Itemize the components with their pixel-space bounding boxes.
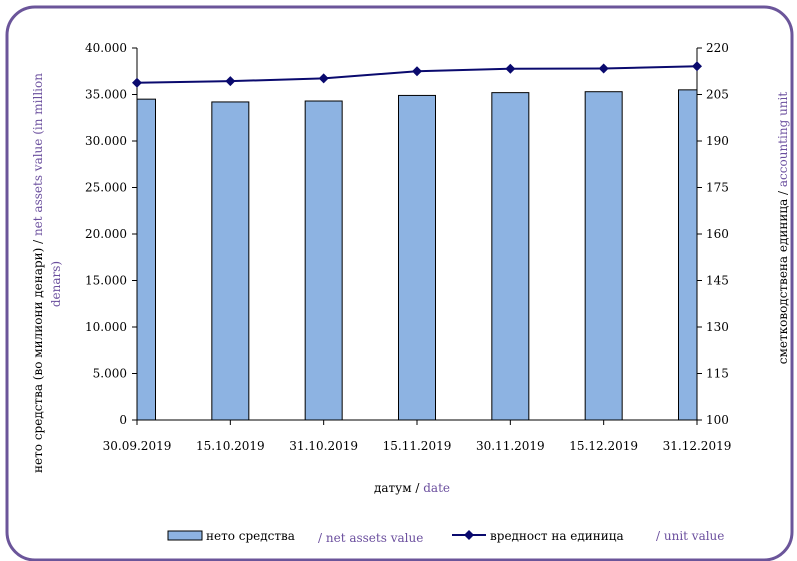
right-axis-title-en: accounting unit: [776, 92, 790, 187]
unit-value-point: [505, 63, 516, 74]
right-tick-label: 115: [706, 367, 729, 381]
x-tick-label: 31.10.2019: [289, 439, 358, 453]
x-tick-label: 15.10.2019: [196, 439, 265, 453]
left-axis-title-en-1: net assets value (in million: [31, 73, 45, 236]
right-tick-label: 100: [706, 413, 729, 427]
unit-value-point: [692, 61, 702, 72]
axes-group: [132, 47, 702, 425]
legend-bar-label-en: / net assets value: [318, 531, 423, 545]
left-axis-title-en-2: denars): [49, 261, 63, 307]
right-tick-label: 190: [706, 134, 729, 148]
right-tick-labels: 100 115 130 145 160 175 190 205 220: [706, 41, 729, 427]
x-tick-label: 31.12.2019: [663, 439, 732, 453]
left-tick-label: 35.000: [85, 88, 127, 102]
left-tick-label: 20.000: [85, 227, 127, 241]
left-tick-label: 0: [119, 413, 127, 427]
legend-bar-label-mk: нето средства: [206, 529, 295, 543]
left-axis-title-line2: denars): [49, 261, 63, 307]
unit-value-point: [598, 63, 609, 74]
net-assets-bar: [678, 89, 698, 421]
right-tick-label: 175: [706, 181, 729, 195]
unit-value-point: [412, 66, 422, 77]
left-tick-label: 5.000: [93, 367, 127, 381]
right-tick-label: 205: [706, 88, 729, 102]
right-tick-label: 130: [706, 320, 729, 334]
x-axis-title-en: date: [423, 481, 450, 495]
x-axis-title-mk: датум /: [374, 481, 423, 495]
right-tick-label: 160: [706, 227, 729, 241]
legend-bar-swatch: [167, 530, 203, 541]
unit-value-point: [132, 77, 142, 88]
legend-line-label-mk: вредност на единица: [490, 529, 624, 543]
net-assets-bar: [584, 91, 623, 421]
right-axis-title: сметководствена единица / accounting uni…: [776, 92, 790, 365]
net-assets-bar: [491, 92, 530, 421]
net-assets-bar: [304, 100, 343, 421]
left-tick-label: 15.000: [85, 274, 127, 288]
right-tick-label: 145: [706, 274, 729, 288]
x-tick-label: 15.12.2019: [569, 439, 638, 453]
left-tick-label: 40.000: [85, 41, 127, 55]
unit-value-line-group: [132, 61, 702, 88]
right-axis-title-mk: сметководствена единица /: [776, 187, 790, 364]
net-assets-bar: [398, 94, 436, 421]
net-assets-bar: [211, 101, 250, 421]
legend: нето средства / net assets value вреднос…: [167, 529, 724, 545]
left-tick-label: 30.000: [85, 134, 127, 148]
net-assets-bar: [136, 98, 156, 421]
left-axis-title-mk: нето средства (во милиони денари) /: [31, 236, 45, 473]
left-tick-labels: 0 5.000 10.000 15.000 20.000 25.000 30.000 35.0…: [85, 41, 127, 427]
x-tick-labels: 30.09.2019 15.10.2019 31.10.2019 15.11.2019…: [103, 439, 732, 453]
x-axis-title: датум / date: [374, 481, 450, 495]
right-tick-label: 220: [706, 41, 729, 55]
plot-area: 0 5.000 10.000 15.000 20.000 25.000 30.000 35.0…: [85, 41, 731, 453]
x-tick-label: 15.11.2019: [383, 439, 452, 453]
left-tick-label: 25.000: [85, 181, 127, 195]
left-tick-label: 10.000: [85, 320, 127, 334]
x-tick-label: 30.09.2019: [103, 439, 172, 453]
unit-value-point: [225, 76, 236, 87]
x-tick-label: 30.11.2019: [476, 439, 545, 453]
unit-value-point: [318, 73, 329, 84]
legend-line-marker: [464, 530, 474, 540]
bars-group: [136, 89, 698, 421]
left-axis-title: нето средства (во милиони денари) / net …: [31, 73, 45, 473]
legend-line-label-en: / unit value: [656, 529, 724, 543]
